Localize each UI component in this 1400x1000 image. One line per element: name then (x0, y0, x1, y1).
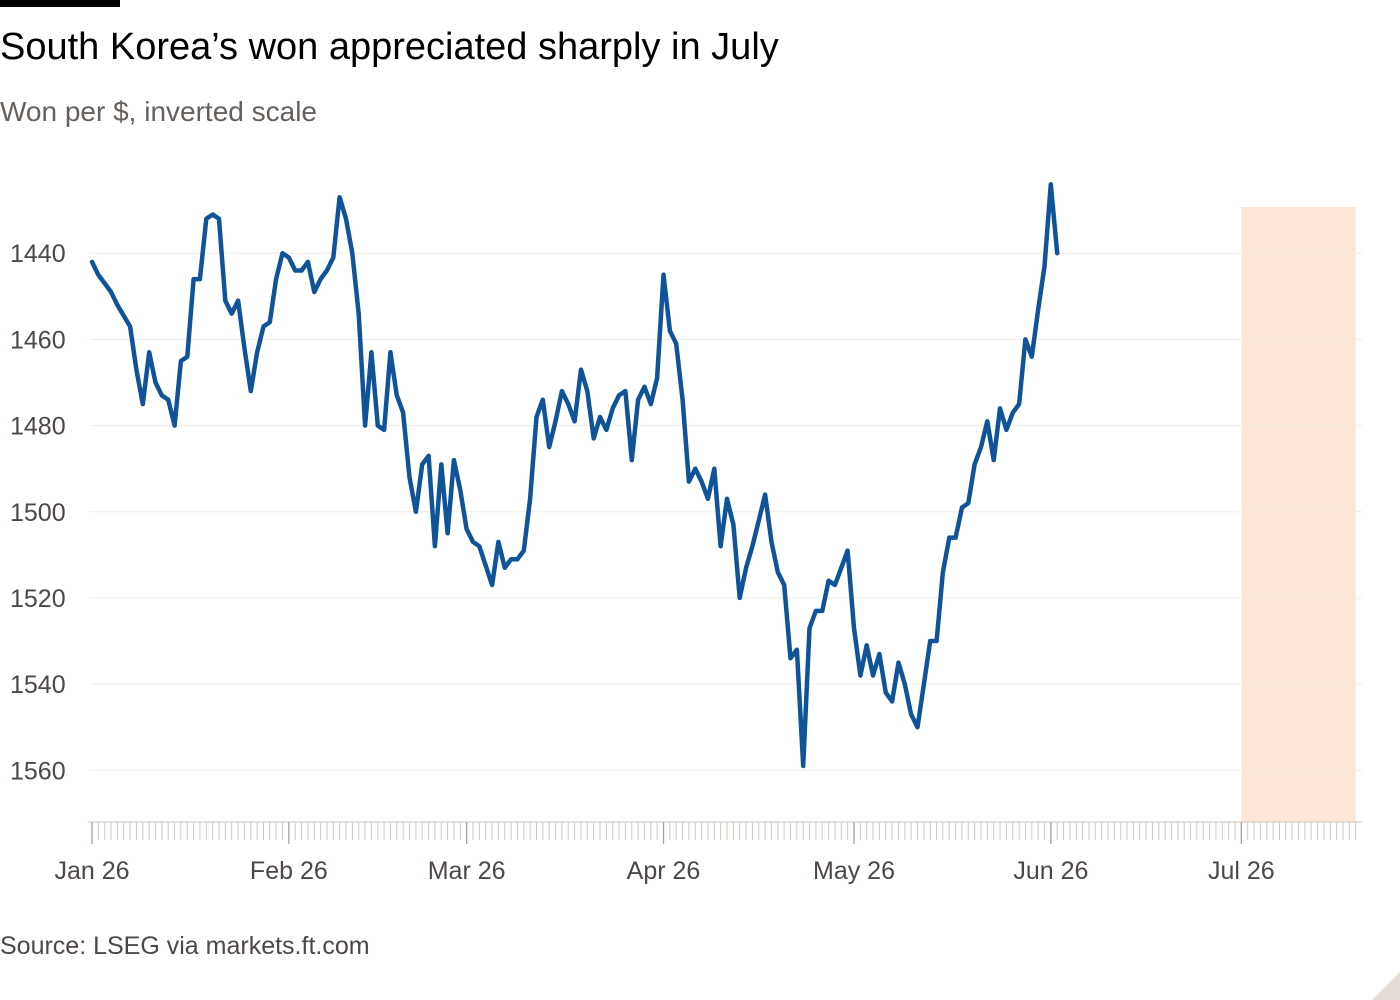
y-tick-label: 1480 (10, 413, 66, 441)
x-axis (88, 821, 1362, 840)
series-line-0 (89, 182, 1060, 769)
source-note: Source: LSEG via markets.ft.com (0, 932, 370, 960)
series-layer (89, 182, 1060, 769)
x-tick-label: Jun 26 (1013, 857, 1088, 885)
chart-subtitle: Won per $, inverted scale (0, 96, 317, 127)
y-tick-label: 1520 (10, 585, 66, 613)
y-tick-label: 1460 (10, 326, 66, 354)
y-tick-label: 1540 (10, 671, 66, 699)
y-tick-label: 1440 (10, 240, 66, 268)
highlight-layer (1241, 207, 1356, 822)
y-axis: 1440 1460 1480 1500 1520 1540 1560 (10, 240, 66, 785)
chart-title: South Korea’s won appreciated sharply in… (0, 26, 779, 68)
y-tick-label: 1500 (10, 499, 66, 527)
x-tick-label: Feb 26 (250, 857, 328, 885)
x-tick-label: Jul 26 (1208, 857, 1275, 885)
july-highlight-band (1241, 207, 1356, 822)
x-tick-label: May 26 (813, 857, 895, 885)
x-tick-label: Jan 26 (54, 857, 129, 885)
top-rule (0, 0, 120, 7)
x-tick-label: Mar 26 (428, 857, 506, 885)
corner-mark (1372, 972, 1400, 1000)
x-tick-label: Apr 26 (627, 857, 701, 885)
y-tick-label: 1560 (10, 757, 66, 785)
x-tick-labels: Jan 26 Feb 26 Mar 26 Apr 26 May 26 Jun 26 Jul … (54, 822, 1275, 885)
